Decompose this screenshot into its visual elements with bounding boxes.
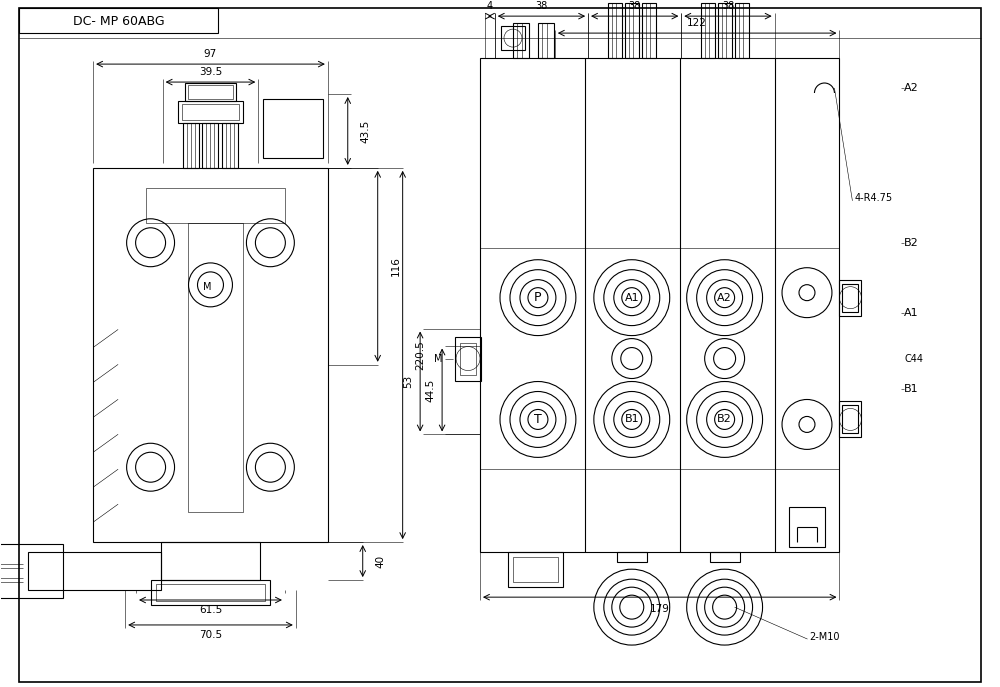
Text: 220.5: 220.5 [416,340,426,370]
Text: 44.5: 44.5 [425,379,435,402]
Bar [480,58,839,552]
Text: B2: B2 [717,414,732,425]
Bar [538,23,554,58]
Bar [508,552,563,587]
Bar [93,168,328,542]
Bar [28,552,161,590]
Bar [839,280,861,315]
Bar [460,343,476,374]
Bar [182,104,239,120]
Bar [161,542,260,580]
Text: A1: A1 [624,293,639,303]
Bar [718,3,732,58]
Text: 38: 38 [722,1,734,11]
Bar [263,99,323,158]
Text: 4: 4 [487,1,493,11]
Text: DC- MP 60ABG: DC- MP 60ABG [73,14,164,27]
Text: 38: 38 [629,1,641,11]
Bar [617,552,647,562]
Bar [178,101,243,123]
Bar [0,544,63,598]
Text: 53: 53 [403,375,413,388]
Text: 43.5: 43.5 [361,120,371,143]
Bar [513,23,529,58]
Bar [151,580,270,605]
Text: B1: B1 [624,414,639,425]
Text: 122: 122 [687,18,707,28]
Bar [202,123,218,168]
Bar [188,223,243,512]
Bar [842,284,858,312]
Bar [642,3,656,58]
Bar [710,552,740,562]
Bar [19,8,218,33]
Text: 38: 38 [535,1,548,11]
Text: A1: A1 [904,308,919,317]
Text: 70.5: 70.5 [199,630,222,640]
Text: 2-M10: 2-M10 [809,632,840,642]
Bar [222,123,238,168]
Text: 40: 40 [376,554,386,567]
Bar [608,3,622,58]
Bar [701,3,715,58]
Text: B2: B2 [904,238,919,248]
Bar [839,401,861,438]
Bar [789,507,825,548]
Text: T: T [534,413,542,426]
Text: M: M [203,282,212,292]
Text: 39.5: 39.5 [199,67,222,77]
Bar [501,26,525,50]
Bar [735,3,749,58]
Text: A2: A2 [904,83,919,93]
Bar [156,584,265,601]
Text: 61.5: 61.5 [199,605,222,615]
Text: 97: 97 [204,49,217,59]
Bar [625,3,639,58]
Text: C44: C44 [904,354,923,363]
Bar [513,557,558,582]
Text: P: P [534,291,542,304]
Text: A2: A2 [717,293,732,303]
Bar [185,83,236,101]
Bar [455,337,481,381]
Bar [183,123,199,168]
Text: M: M [434,354,442,363]
Bar [146,188,285,223]
Text: 4-R4.75: 4-R4.75 [854,193,893,203]
Bar [188,85,233,99]
Text: 179: 179 [650,604,670,614]
Text: 116: 116 [391,256,401,276]
Bar [842,405,858,433]
Text: B1: B1 [904,385,919,394]
